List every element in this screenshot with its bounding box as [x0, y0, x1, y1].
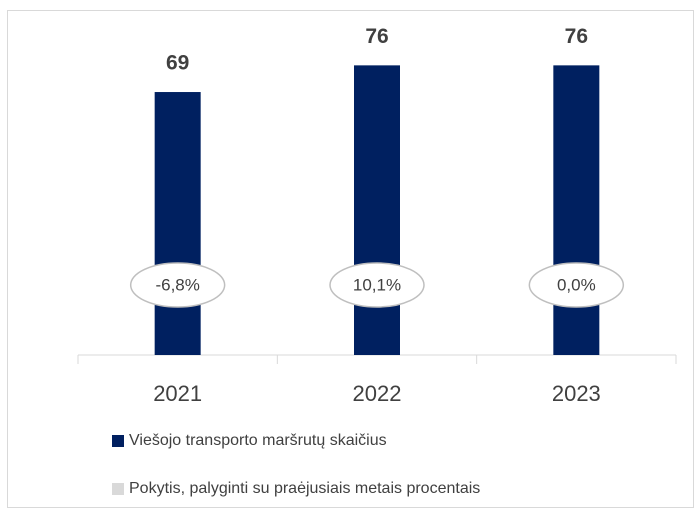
bar [553, 65, 600, 355]
change-bubble [329, 262, 425, 308]
bar [154, 92, 201, 356]
bar [354, 65, 400, 355]
legend-swatch [112, 483, 124, 495]
data-label: 69 [166, 52, 189, 75]
x-tick-label: 2023 [552, 381, 601, 406]
x-tick-label: 2022 [353, 381, 402, 406]
change-label: -6,8% [155, 275, 199, 294]
change-label: 10,1% [353, 275, 401, 294]
data-label: 76 [565, 25, 588, 48]
legend-swatch [112, 435, 124, 447]
change-bubble [528, 262, 625, 308]
x-tick-label: 2021 [153, 381, 202, 406]
data-label: 76 [365, 25, 388, 48]
change-label: 0,0% [557, 275, 596, 294]
legend-label: Viešojo transporto maršrutų skaičius [129, 432, 387, 449]
change-bubble [129, 262, 226, 308]
legend-label: Pokytis, palyginti su praėjusiais metais… [129, 480, 480, 497]
